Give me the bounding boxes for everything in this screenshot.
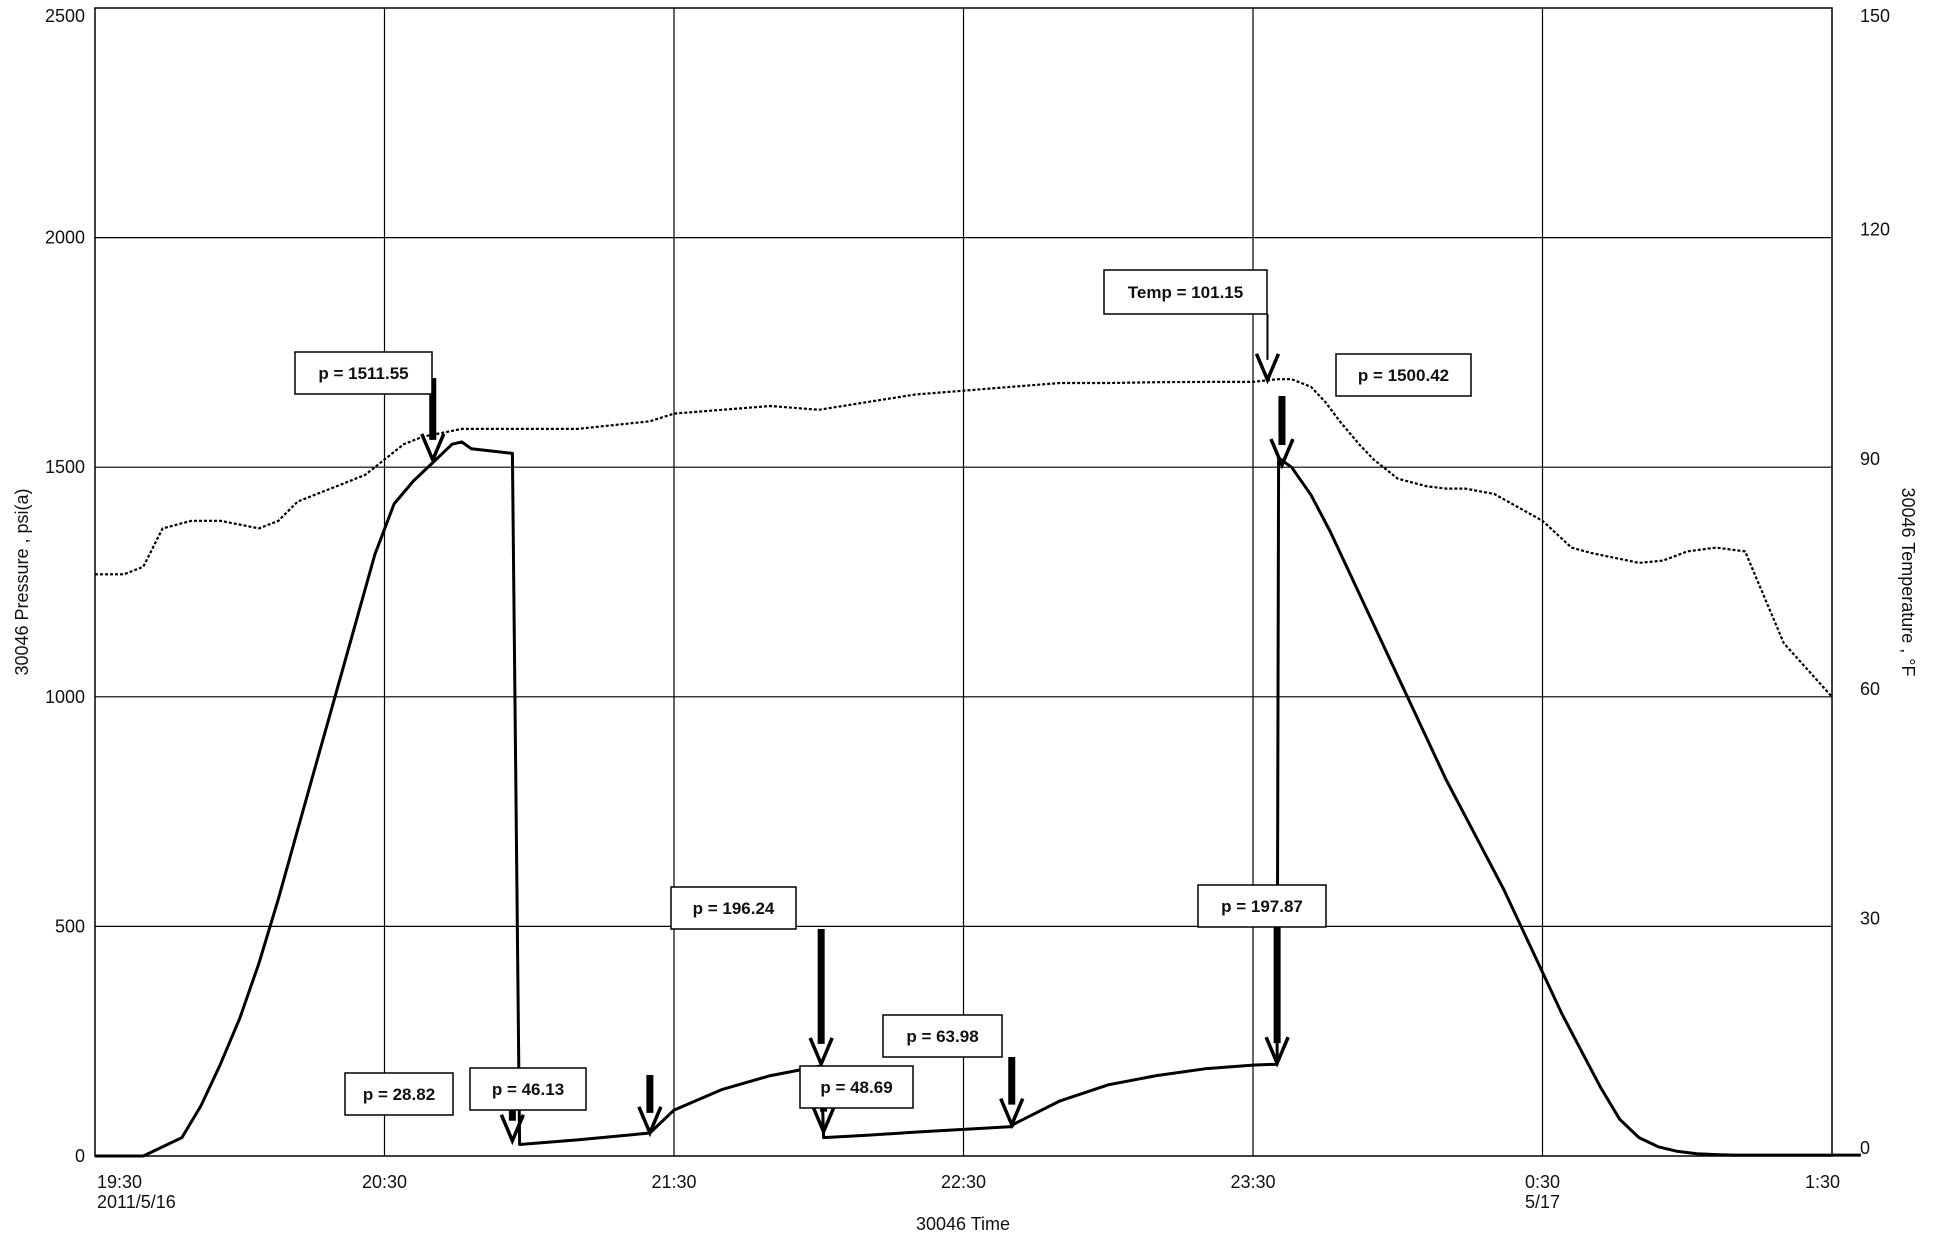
callout-box (344, 1072, 454, 1116)
y-right-tick-label: 120 (1860, 220, 1890, 240)
callout-arrow-head (420, 433, 446, 465)
callout-box (1103, 269, 1268, 315)
right-axis-ticks: 0 30 60 90 120 150 (1860, 6, 1890, 1158)
y-right-tick-label: 60 (1860, 679, 1880, 699)
y-left-tick-label: 500 (55, 916, 85, 936)
y-right-tick-label: 30 (1860, 908, 1880, 928)
callout-arrow-head (1254, 353, 1281, 385)
callout-arrow-head (999, 1097, 1025, 1130)
callout-label: p = 1511.55 (318, 364, 408, 383)
callout-label: p = 197.87 (1221, 897, 1303, 916)
y-left-tick-label: 2000 (45, 228, 85, 248)
callout-arrow-head (499, 1114, 525, 1146)
left-axis-ticks: 0 500 1000 1500 2000 2500 (45, 6, 85, 1166)
callout-arrow-head (1264, 1036, 1290, 1068)
x-tick-label: 19:30 (97, 1172, 142, 1192)
callout-label: p = 1500.42 (1358, 366, 1449, 385)
callout-label: p = 48.69 (820, 1078, 892, 1097)
callout-box (1335, 353, 1472, 397)
callout-label: p = 196.24 (693, 899, 775, 918)
callout-arrow-head (808, 1037, 834, 1069)
y-right-tick-label: 150 (1860, 6, 1890, 26)
callout-box (670, 886, 797, 930)
gridlines (95, 8, 1832, 1156)
callout-arrow-head (810, 1104, 837, 1137)
x-tick-label: 22:30 (941, 1172, 986, 1192)
temperature-line (95, 378, 1833, 698)
callout-label: p = 46.13 (492, 1080, 564, 1099)
callout-label: p = 63.98 (906, 1027, 978, 1046)
x-tick-label: 20:30 (362, 1172, 407, 1192)
right-axis-title: 30046 Temperature , °F (1898, 488, 1918, 677)
x-tick-sublabel: 5/17 (1525, 1192, 1560, 1212)
callout-arrow-head (1269, 438, 1295, 470)
plot-frame (94, 7, 1833, 1157)
x-tick-label: 1:30 (1805, 1172, 1840, 1192)
y-right-tick-label: 0 (1860, 1138, 1870, 1158)
callout-box (294, 351, 433, 395)
callout-box (882, 1014, 1003, 1058)
x-tick-sublabel: 2011/5/16 (97, 1192, 176, 1212)
callout-arrow-head (637, 1106, 663, 1138)
x-tick-label: 23:30 (1230, 1172, 1275, 1192)
callout-box (1197, 884, 1327, 928)
left-axis-title: 30046 Pressure , psi(a) (12, 488, 32, 675)
series-layer (95, 378, 1861, 1158)
callout-label: p = 28.82 (363, 1085, 435, 1104)
y-left-tick-label: 2500 (45, 6, 85, 26)
callout-box (469, 1067, 587, 1111)
y-left-tick-label: 1500 (45, 457, 85, 477)
y-left-tick-label: 1000 (45, 687, 85, 707)
y-left-tick-label: 0 (75, 1146, 85, 1166)
x-tick-label: 21:30 (651, 1172, 696, 1192)
pressure-line (95, 440, 1861, 1158)
x-axis-title: 30046 Time (916, 1214, 1010, 1234)
x-tick-label: 0:30 (1525, 1172, 1560, 1192)
callout-label: Temp = 101.15 (1128, 283, 1243, 302)
callout-box (799, 1065, 914, 1109)
y-right-tick-label: 90 (1860, 449, 1880, 469)
annotation-layer: p = 1511.55 p = 28.82 p = 46.13 p = 196.24 p… (294, 269, 1472, 1146)
